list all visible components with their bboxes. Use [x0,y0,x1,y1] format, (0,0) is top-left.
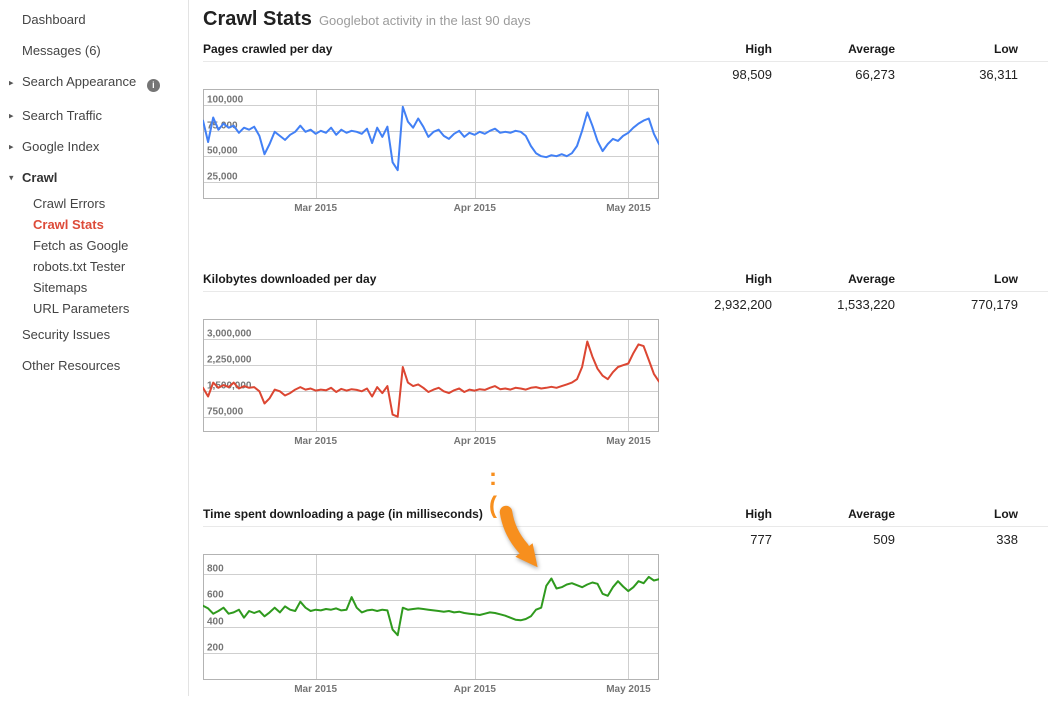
svg-text:600: 600 [207,590,224,601]
svg-text:Mar 2015: Mar 2015 [294,684,337,695]
sidebar-item-crawl-errors[interactable]: Crawl Errors [33,196,106,211]
pages-crawled-chart[interactable]: Mar 2015 Apr 2015 May 2015 100,000 75,000 50,… [202,89,660,215]
time-downloading-chart[interactable]: Mar 2015 Apr 2015 May 2015 800 600 400 200 [202,554,660,696]
stats-values-row: 98,509 66,273 36,311 [203,62,1048,89]
section-pages-crawled: Pages crawled per day High Average Low 9… [202,42,1048,215]
sidebar-item-sitemaps[interactable]: Sitemaps [33,280,88,295]
sidebar-item-dashboard[interactable]: Dashboard [22,12,86,27]
section-title: Kilobytes downloaded per day [203,272,377,286]
svg-text:750,000: 750,000 [207,407,244,418]
column-header-low: Low [994,272,1018,286]
column-header-low: Low [994,507,1018,521]
page-header: Crawl Stats Googlebot activity in the las… [203,8,1048,32]
svg-text:Mar 2015: Mar 2015 [294,203,337,214]
sidebar-item-search-traffic[interactable]: ▸ Search Traffic [9,108,102,123]
arrow-icon [499,505,538,568]
stats-header-row: Pages crawled per day High Average Low [203,42,1048,62]
chevron-right-icon: ▸ [9,77,14,88]
stats-high-value: 777 [750,532,772,547]
stats-header-row: Kilobytes downloaded per day High Averag… [203,272,1048,292]
stats-average-value: 1,533,220 [837,297,895,312]
column-header-low: Low [994,42,1018,56]
kilobytes-downloaded-chart[interactable]: Mar 2015 Apr 2015 May 2015 3,000,000 2,250,0… [202,319,660,448]
svg-text:800: 800 [207,564,224,575]
column-header-high: High [745,42,772,56]
sad-face-annotation: :( [489,464,498,519]
svg-text:Mar 2015: Mar 2015 [294,436,337,447]
stats-values-row: 2,932,200 1,533,220 770,179 [203,292,1048,319]
section-kilobytes-downloaded: Kilobytes downloaded per day High Averag… [202,272,1048,448]
svg-text:50,000: 50,000 [207,146,238,157]
stats-values-row: 777 509 338 [203,527,1048,554]
column-header-high: High [745,272,772,286]
column-header-average: Average [848,507,895,521]
sidebar-item-search-appearance[interactable]: ▸ Search Appearance i [0,66,188,100]
stats-high-value: 2,932,200 [714,297,772,312]
sidebar-item-crawl[interactable]: ▾ Crawl [9,170,58,185]
sidebar: Dashboard Messages (6) ▸ Search Appearan… [0,0,189,696]
page-subtitle: Googlebot activity in the last 90 days [318,13,531,28]
svg-text:May 2015: May 2015 [606,436,651,447]
sidebar-item-google-index[interactable]: ▸ Google Index [9,139,100,154]
section-title: Time spent downloading a page (in millis… [203,507,483,521]
sidebar-item-other-resources[interactable]: Other Resources [22,358,121,373]
sidebar-item-security-issues[interactable]: Security Issues [22,327,111,342]
main-content: Crawl Stats Googlebot activity in the las… [202,0,1048,696]
svg-text:3,000,000: 3,000,000 [207,329,252,340]
svg-text:100,000: 100,000 [207,95,244,106]
svg-text:25,000: 25,000 [207,172,238,183]
svg-text:400: 400 [207,617,224,628]
svg-text:Apr 2015: Apr 2015 [454,436,497,447]
section-title: Pages crawled per day [203,42,333,56]
stats-low-value: 338 [996,532,1018,547]
sidebar-item-crawl-stats[interactable]: Crawl Stats [33,217,104,232]
column-header-average: Average [848,272,895,286]
stats-low-value: 36,311 [979,67,1018,82]
page-title: Crawl Stats [203,8,312,30]
sidebar-item-messages[interactable]: Messages (6) [22,43,101,58]
chevron-down-icon: ▾ [9,171,14,182]
stats-average-value: 509 [873,532,895,547]
stats-high-value: 98,509 [732,67,772,82]
info-icon[interactable]: i [146,79,160,92]
stats-low-value: 770,179 [971,297,1018,312]
sidebar-item-robots-txt-tester[interactable]: robots.txt Tester [33,259,126,274]
column-header-high: High [745,507,772,521]
sidebar-item-fetch-as-google[interactable]: Fetch as Google [33,238,129,253]
svg-text:May 2015: May 2015 [606,684,651,695]
stats-average-value: 66,273 [855,67,895,82]
svg-text:May 2015: May 2015 [606,203,651,214]
column-header-average: Average [848,42,895,56]
sidebar-item-url-parameters[interactable]: URL Parameters [33,301,130,316]
svg-text:2,250,000: 2,250,000 [207,355,252,366]
section-time-spent-downloading: Time spent downloading a page (in millis… [202,507,1048,696]
svg-text:200: 200 [207,643,224,654]
chevron-right-icon: ▸ [9,109,14,120]
svg-text:Apr 2015: Apr 2015 [454,684,497,695]
stats-header-row: Time spent downloading a page (in millis… [203,507,1048,527]
svg-text:Apr 2015: Apr 2015 [454,203,497,214]
chevron-right-icon: ▸ [9,140,14,151]
